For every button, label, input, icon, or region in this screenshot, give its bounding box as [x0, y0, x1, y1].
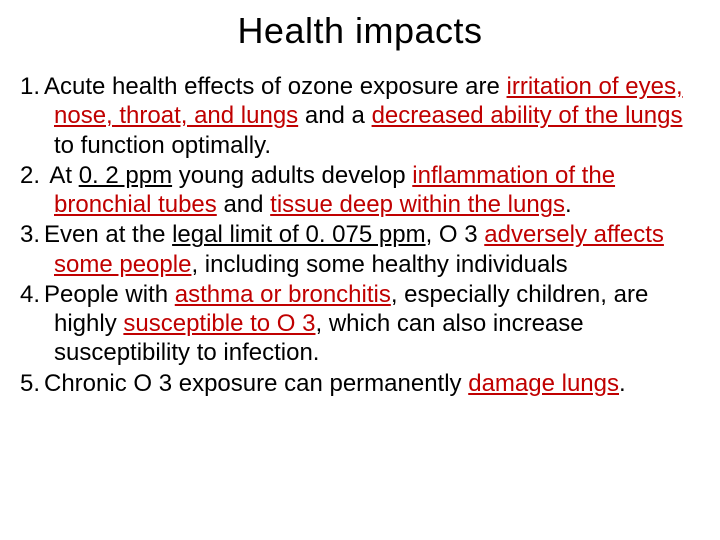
item-text: At [44, 162, 79, 189]
item-number: 5. [20, 369, 44, 398]
item-text: to function optimally. [54, 132, 271, 159]
highlight-underline: tissue deep within the lungs [270, 191, 565, 218]
item-number: 1. [20, 72, 44, 101]
underline: legal limit of 0. 075 ppm [172, 221, 425, 248]
item-text: and [217, 191, 270, 218]
item-number: 2. [20, 161, 44, 190]
slide: Health impacts 1.Acute health effects of… [0, 0, 720, 540]
item-text: . [619, 370, 626, 397]
item-text: People with [44, 281, 175, 308]
list-item: 4.People with asthma or bronchitis, espe… [20, 280, 700, 368]
list-item: 1.Acute health effects of ozone exposure… [20, 72, 700, 160]
item-text: . [565, 191, 572, 218]
list-item: 3.Even at the legal limit of 0. 075 ppm,… [20, 220, 700, 279]
numbered-list: 1.Acute health effects of ozone exposure… [20, 72, 700, 398]
item-text: , O 3 [426, 221, 485, 248]
item-number: 4. [20, 280, 44, 309]
underline: 0. 2 ppm [79, 162, 172, 189]
highlight-underline: asthma or bronchitis [175, 281, 391, 308]
slide-title: Health impacts [20, 10, 700, 52]
item-text: young adults develop [172, 162, 412, 189]
item-text: , including some healthy individuals [191, 251, 567, 278]
highlight-underline: decreased ability of the lungs [372, 102, 683, 129]
list-item: 5.Chronic O 3 exposure can permanently d… [20, 369, 700, 398]
item-text: Chronic O 3 exposure can permanently [44, 370, 468, 397]
highlight-underline: susceptible to O 3 [123, 310, 315, 337]
item-text: Acute health effects of ozone exposure a… [44, 73, 507, 100]
item-number: 3. [20, 220, 44, 249]
highlight-underline: damage lungs [468, 370, 619, 397]
list-item: 2. At 0. 2 ppm young adults develop infl… [20, 161, 700, 220]
item-text: Even at the [44, 221, 172, 248]
item-text: and a [298, 102, 371, 129]
